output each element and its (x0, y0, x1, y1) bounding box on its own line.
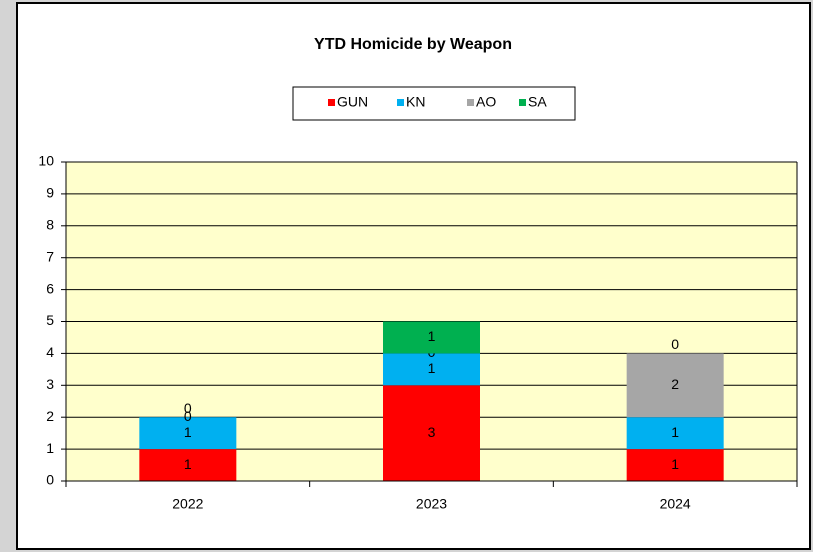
bar-segment (139, 449, 237, 481)
y-tick-label: 0 (46, 472, 54, 488)
y-tick-label: 9 (46, 185, 54, 201)
data-label: 0 (184, 400, 192, 416)
y-tick-label: 7 (46, 248, 54, 264)
x-tick-label: 2024 (660, 496, 691, 512)
legend-label: AO (476, 94, 496, 110)
legend-label: SA (528, 94, 547, 110)
legend-label: GUN (337, 94, 368, 110)
x-tick-label: 2023 (416, 496, 447, 512)
bar-segment (626, 449, 724, 481)
data-label: 1 (428, 328, 436, 344)
legend-swatch (328, 99, 335, 106)
y-tick-label: 8 (46, 217, 54, 233)
bar-segment (383, 385, 480, 481)
bar-segment (626, 353, 724, 418)
bar-segment (383, 353, 480, 386)
y-tick-label: 3 (46, 376, 54, 392)
y-tick-label: 5 (46, 312, 54, 328)
data-label: 0 (671, 336, 679, 352)
legend-swatch (467, 99, 474, 106)
data-label: 1 (671, 424, 679, 440)
legend-box (292, 86, 576, 121)
y-tick-label: 2 (46, 408, 54, 424)
data-label: 2 (671, 376, 679, 392)
data-label: 1 (428, 360, 436, 376)
bar-segment (383, 321, 480, 354)
data-label: 3 (428, 424, 436, 440)
chart-title: YTD Homicide by Weapon (314, 36, 512, 53)
y-tick-label: 6 (46, 280, 54, 296)
bar-segment (139, 417, 237, 450)
data-label: 1 (184, 424, 192, 440)
legend-label: KN (406, 94, 425, 110)
y-tick-label: 10 (38, 153, 54, 169)
data-label: 0 (184, 408, 192, 424)
y-tick-label: 4 (46, 344, 54, 360)
data-label: 1 (184, 456, 192, 472)
legend-swatch (519, 99, 526, 106)
data-label: 1 (671, 456, 679, 472)
bar-segment (626, 417, 724, 450)
legend-swatch (397, 99, 404, 106)
y-tick-label: 1 (46, 440, 54, 456)
x-tick-label: 2022 (172, 496, 203, 512)
